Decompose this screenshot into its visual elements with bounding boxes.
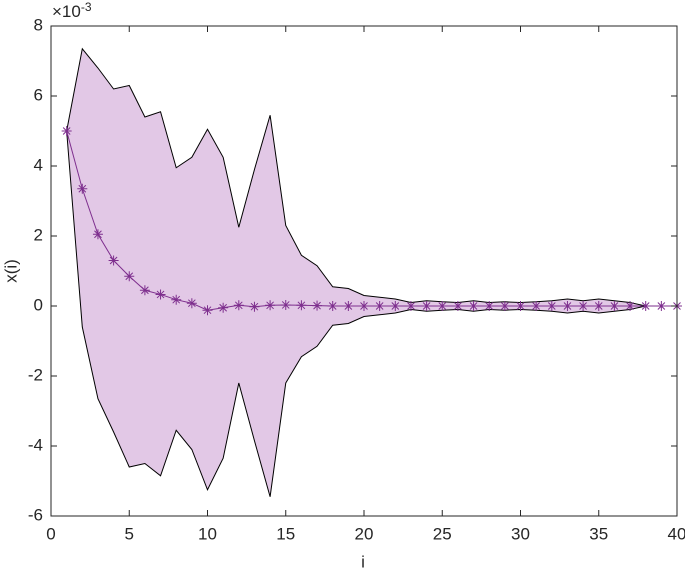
marker <box>593 301 604 311</box>
marker <box>218 302 229 313</box>
marker <box>640 301 651 311</box>
marker <box>249 301 260 312</box>
y-axis-label: x(i) <box>1 259 20 283</box>
marker <box>280 299 291 310</box>
x-tick-label: 20 <box>355 524 374 543</box>
x-tick-label: 5 <box>125 524 134 543</box>
marker <box>233 300 244 311</box>
marker <box>108 255 119 266</box>
marker <box>124 271 135 282</box>
marker <box>186 298 197 309</box>
marker <box>452 301 463 311</box>
marker <box>296 300 307 311</box>
marker <box>202 305 213 316</box>
series-line <box>66 130 677 311</box>
marker <box>625 301 636 311</box>
y-scale-label: ×10-3 <box>52 0 92 21</box>
x-tick-label: 40 <box>668 524 685 543</box>
marker <box>609 301 620 311</box>
x-tick-label: 25 <box>433 524 452 543</box>
y-tick-label: -6 <box>28 505 43 524</box>
marker <box>359 301 369 311</box>
marker <box>312 300 323 311</box>
band-lower-edge <box>66 130 677 497</box>
marker <box>656 301 667 311</box>
marker <box>515 301 526 311</box>
marker <box>437 301 448 311</box>
marker <box>343 301 354 311</box>
marker <box>405 301 416 311</box>
x-tick-label: 15 <box>276 524 295 543</box>
marker <box>578 301 589 311</box>
band-area <box>66 48 677 497</box>
y-tick-label: -2 <box>28 365 43 384</box>
marker <box>265 300 276 311</box>
y-tick-label: 2 <box>34 225 43 244</box>
marker <box>421 301 432 311</box>
marker <box>327 301 338 311</box>
marker <box>546 301 557 311</box>
marker <box>499 301 510 311</box>
marker <box>139 285 150 296</box>
marker <box>77 183 88 194</box>
y-tick-label: 8 <box>34 15 43 34</box>
x-tick-label: 30 <box>511 524 530 543</box>
y-tick-label: 6 <box>34 85 43 104</box>
y-tick-label: 0 <box>34 295 43 314</box>
x-axis-label: i <box>361 552 365 571</box>
marker <box>171 294 182 305</box>
marker <box>155 289 166 300</box>
marker <box>61 126 72 136</box>
x-tick-label: 10 <box>198 524 217 543</box>
y-tick-label: 4 <box>34 155 43 174</box>
marker <box>484 301 495 311</box>
y-scale-base: ×10 <box>52 2 81 21</box>
marker <box>374 301 385 311</box>
x-tick-label: 35 <box>589 524 608 543</box>
y-scale-exponent: -3 <box>81 0 92 14</box>
marker <box>468 301 479 311</box>
marker <box>531 301 542 311</box>
band-upper-edge <box>66 47 677 307</box>
marker <box>562 301 573 311</box>
y-tick-label: -4 <box>28 435 43 454</box>
x-tick-label: 0 <box>46 524 55 543</box>
marker <box>92 229 103 240</box>
marker <box>390 301 401 311</box>
